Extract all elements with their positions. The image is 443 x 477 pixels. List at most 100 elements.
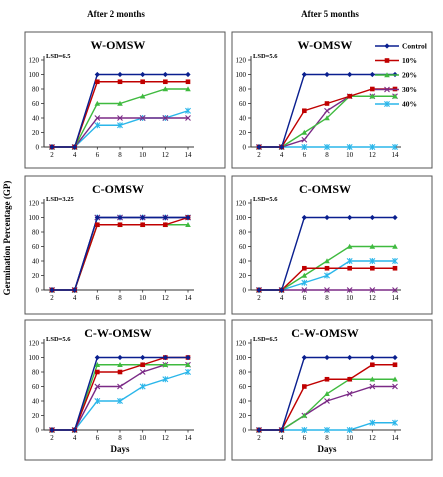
data-point — [324, 101, 330, 106]
data-point — [279, 144, 285, 150]
data-point — [324, 265, 330, 271]
data-point — [117, 361, 123, 367]
lsd-annotation: LSD=5.6 — [253, 196, 278, 203]
data-point — [117, 383, 123, 390]
data-point — [163, 79, 168, 85]
panel-title: C-OMSW — [92, 182, 144, 196]
data-point — [370, 362, 375, 368]
data-point — [185, 214, 191, 221]
data-point — [185, 115, 191, 121]
data-point — [279, 427, 285, 433]
data-point — [185, 369, 191, 375]
data-point — [185, 86, 191, 92]
x-tick-label: 14 — [392, 151, 400, 159]
data-point — [49, 427, 55, 433]
data-point — [392, 243, 398, 249]
chart-panel: 0 20 40 60 80 100 120 2 4 6 8 10 12 14 C-W-OMSW LSD=6.5… — [231, 319, 433, 461]
y-tick-label: 40 — [32, 398, 40, 406]
data-point — [185, 71, 191, 78]
data-point — [301, 272, 308, 278]
x-tick-label: 8 — [118, 151, 122, 159]
data-point — [139, 383, 146, 390]
data-point — [324, 107, 330, 114]
data-point — [324, 258, 330, 264]
panel-title: C-OMSW — [299, 182, 351, 196]
x-tick-label: 8 — [118, 294, 122, 302]
data-point — [185, 79, 191, 85]
data-point — [392, 354, 398, 361]
x-axis-label: Days — [110, 444, 129, 454]
data-point — [95, 222, 100, 228]
data-point — [324, 287, 330, 293]
legend-marker — [384, 72, 390, 78]
lsd-annotation: LSD=6.5 — [253, 336, 278, 343]
x-tick-label: 14 — [185, 294, 193, 302]
y-tick-label: 100 — [29, 214, 40, 222]
y-tick-label: 60 — [32, 243, 40, 251]
x-tick-label: 10 — [139, 294, 147, 302]
x-tick-label: 6 — [303, 151, 307, 159]
data-point — [392, 376, 398, 382]
data-point — [324, 71, 330, 78]
y-tick-label: 20 — [239, 272, 247, 280]
panel-title: C-W-OMSW — [291, 326, 359, 340]
data-point — [370, 86, 375, 92]
data-point — [369, 144, 376, 150]
data-point — [94, 214, 100, 221]
legend-marker — [384, 43, 390, 49]
x-tick-label: 12 — [369, 151, 377, 159]
data-point — [117, 214, 123, 221]
data-point — [140, 222, 145, 228]
y-tick-label: 80 — [239, 86, 247, 94]
y-tick-label: 120 — [236, 340, 247, 348]
data-point — [185, 354, 191, 361]
x-tick-label: 2 — [257, 434, 261, 442]
lsd-annotation: LSD=3.25 — [46, 196, 74, 203]
data-point — [301, 279, 308, 286]
data-point — [140, 79, 145, 85]
data-point — [94, 354, 100, 361]
data-point — [324, 390, 330, 396]
data-point — [94, 398, 101, 404]
data-point — [346, 258, 353, 264]
x-tick-label: 4 — [280, 294, 284, 302]
y-tick-label: 80 — [32, 86, 40, 94]
panel-frame — [24, 319, 226, 461]
data-point — [185, 361, 191, 367]
data-point — [162, 115, 169, 121]
y-tick-label: 0 — [243, 427, 247, 435]
x-tick-label: 4 — [280, 151, 284, 159]
data-point — [301, 136, 308, 143]
data-point — [392, 214, 398, 221]
data-point — [117, 122, 123, 129]
data-point — [185, 221, 191, 227]
data-point — [324, 272, 330, 279]
x-tick-label: 8 — [325, 151, 329, 159]
data-point — [369, 383, 376, 390]
legend-marker — [384, 58, 390, 63]
y-tick-label: 20 — [32, 412, 40, 420]
data-point — [392, 419, 398, 426]
lsd-annotation: LSD=5.6 — [46, 336, 71, 343]
data-point — [95, 369, 100, 375]
data-point — [324, 398, 330, 404]
chart-panel: 0 20 40 60 80 100 120 2 4 6 8 10 12 14 W-OMSW LSD=5.6 Co… — [231, 31, 433, 169]
y-tick-label: 100 — [29, 71, 40, 79]
data-point — [140, 214, 146, 221]
data-point — [392, 362, 398, 368]
data-point — [324, 354, 330, 361]
column-title-right: After 5 months — [301, 9, 359, 19]
data-point — [117, 369, 123, 375]
y-tick-label: 60 — [239, 383, 247, 391]
x-tick-label: 12 — [369, 294, 377, 302]
y-tick-label: 120 — [29, 57, 40, 65]
y-tick-label: 100 — [236, 354, 247, 362]
data-point — [162, 86, 169, 92]
x-tick-label: 6 — [96, 434, 100, 442]
data-point — [302, 384, 307, 389]
data-point — [163, 222, 168, 228]
data-point — [162, 214, 168, 221]
data-point — [324, 427, 330, 433]
